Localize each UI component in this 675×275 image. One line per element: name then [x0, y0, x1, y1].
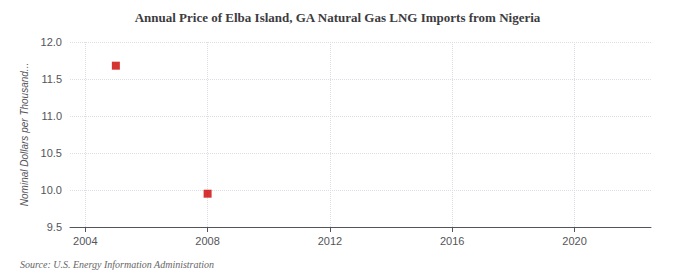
svg-text:2020: 2020	[562, 235, 586, 247]
svg-text:Annual Price of Elba Island, G: Annual Price of Elba Island, GA Natural …	[135, 10, 541, 25]
svg-text:2016: 2016	[440, 235, 464, 247]
svg-text:9.5: 9.5	[47, 221, 62, 233]
svg-text:10.0: 10.0	[41, 184, 62, 196]
svg-text:12.0: 12.0	[41, 36, 62, 48]
svg-text:Nominal Dollars per Thousand..: Nominal Dollars per Thousand...	[19, 63, 30, 206]
svg-text:2008: 2008	[195, 235, 219, 247]
svg-text:2004: 2004	[73, 235, 97, 247]
svg-text:Source: U.S. Energy Informatio: Source: U.S. Energy Information Administ…	[20, 259, 214, 270]
svg-text:10.5: 10.5	[41, 147, 62, 159]
svg-text:11.5: 11.5	[41, 73, 62, 85]
svg-text:11.0: 11.0	[41, 110, 62, 122]
svg-text:2012: 2012	[318, 235, 342, 247]
